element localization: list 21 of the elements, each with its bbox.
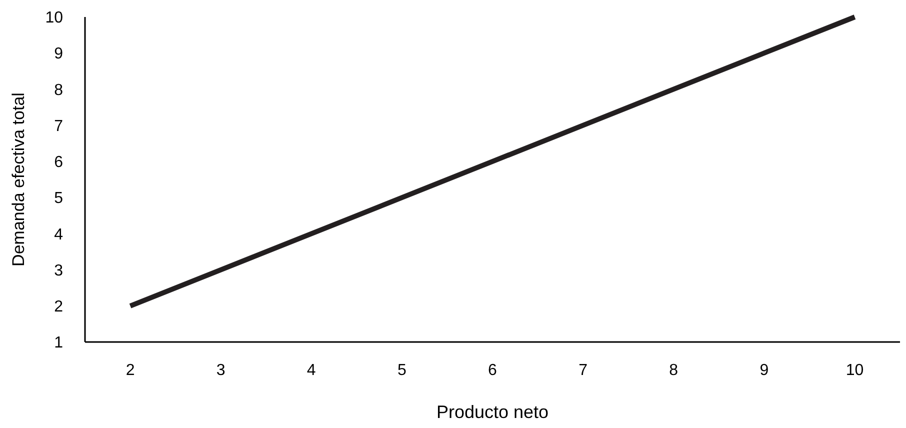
y-axis-title: Demanda efectiva total (9, 92, 28, 266)
x-tick-label: 6 (488, 362, 498, 379)
y-tick-label: 6 (54, 154, 64, 172)
x-tick-label: 3 (216, 362, 226, 379)
x-axis-title: Producto neto (436, 402, 549, 422)
x-tick-label: 9 (760, 362, 769, 379)
y-tick-label: 3 (54, 262, 64, 280)
x-tick-label: 7 (578, 362, 588, 379)
y-tick-label: 4 (54, 226, 64, 244)
y-tick-label: 7 (54, 118, 64, 135)
x-tick-label: 2 (126, 362, 135, 379)
y-tick-label: 10 (45, 10, 64, 27)
y-tick-label: 2 (54, 298, 64, 316)
y-tick-label: 1 (54, 334, 64, 352)
x-tick-label: 8 (669, 362, 678, 379)
y-tick-label: 8 (54, 82, 64, 99)
y-tick-label: 5 (54, 190, 64, 208)
y-tick-label: 9 (54, 46, 64, 63)
x-tick-label: 5 (397, 362, 406, 379)
x-tick-label: 4 (306, 362, 316, 379)
x-tick-label: 10 (846, 362, 864, 379)
